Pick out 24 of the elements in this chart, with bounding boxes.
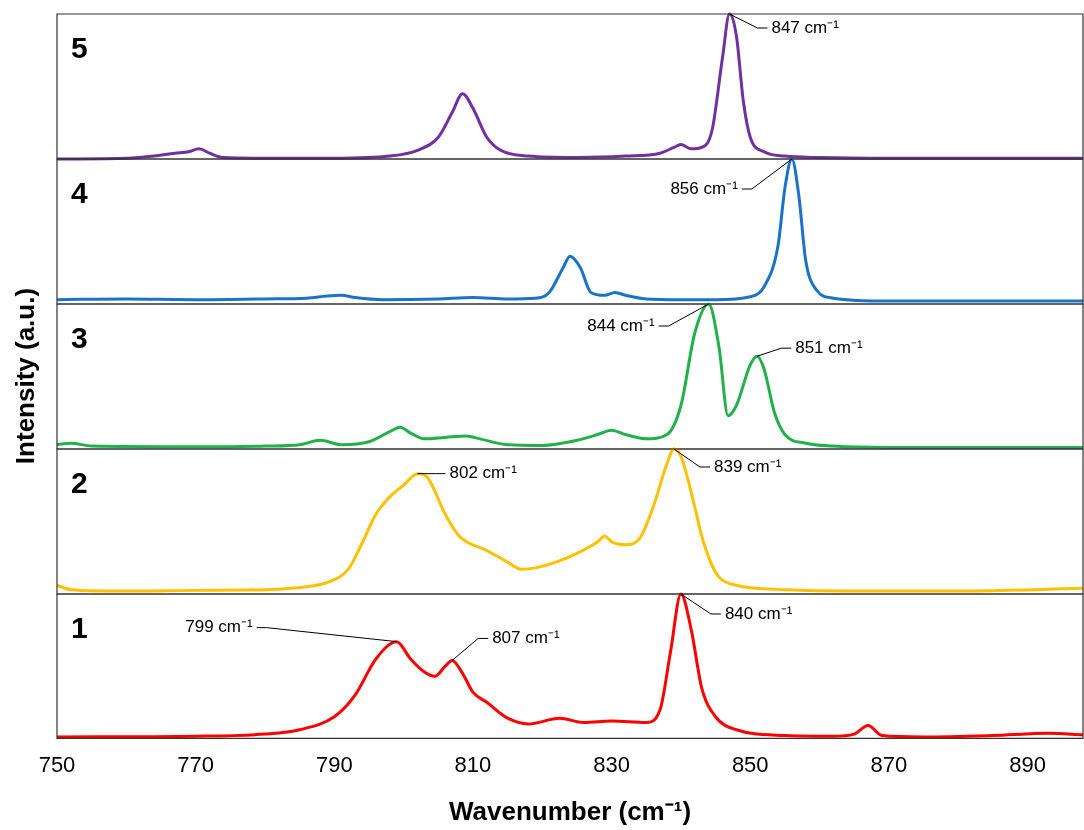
- annotation: 856 cm⁻¹: [670, 178, 739, 198]
- x-tick-label: 770: [177, 751, 215, 777]
- x-tick-label: 810: [454, 751, 492, 777]
- text: 1: [71, 611, 88, 645]
- x-tick-label: 890: [1009, 751, 1046, 777]
- text: 3: [71, 321, 88, 355]
- annotation: 840 cm⁻¹: [724, 603, 793, 623]
- text: 4: [71, 176, 88, 210]
- annotation: 807 cm⁻¹: [492, 628, 560, 648]
- text: 5: [71, 31, 88, 65]
- annotation: 844 cm⁻¹: [587, 315, 655, 335]
- annotation: 802 cm⁻¹: [449, 463, 518, 483]
- x-tick-label: 750: [38, 751, 76, 777]
- x-tick-label: 790: [315, 751, 353, 777]
- x-axis-title: Wavenumber (cm⁻¹): [448, 795, 692, 826]
- annotation: 839 cm⁻¹: [713, 456, 782, 476]
- annotation: 799 cm⁻¹: [185, 617, 254, 637]
- annotation: 847 cm⁻¹: [771, 17, 840, 37]
- annotation: 851 cm⁻¹: [795, 337, 863, 357]
- x-tick-label: 830: [593, 751, 630, 777]
- y-axis-title: Intensity (a.u.): [9, 287, 41, 465]
- text: 2: [71, 466, 88, 500]
- x-tick-label: 870: [870, 751, 908, 777]
- x-tick-label: 850: [731, 751, 769, 777]
